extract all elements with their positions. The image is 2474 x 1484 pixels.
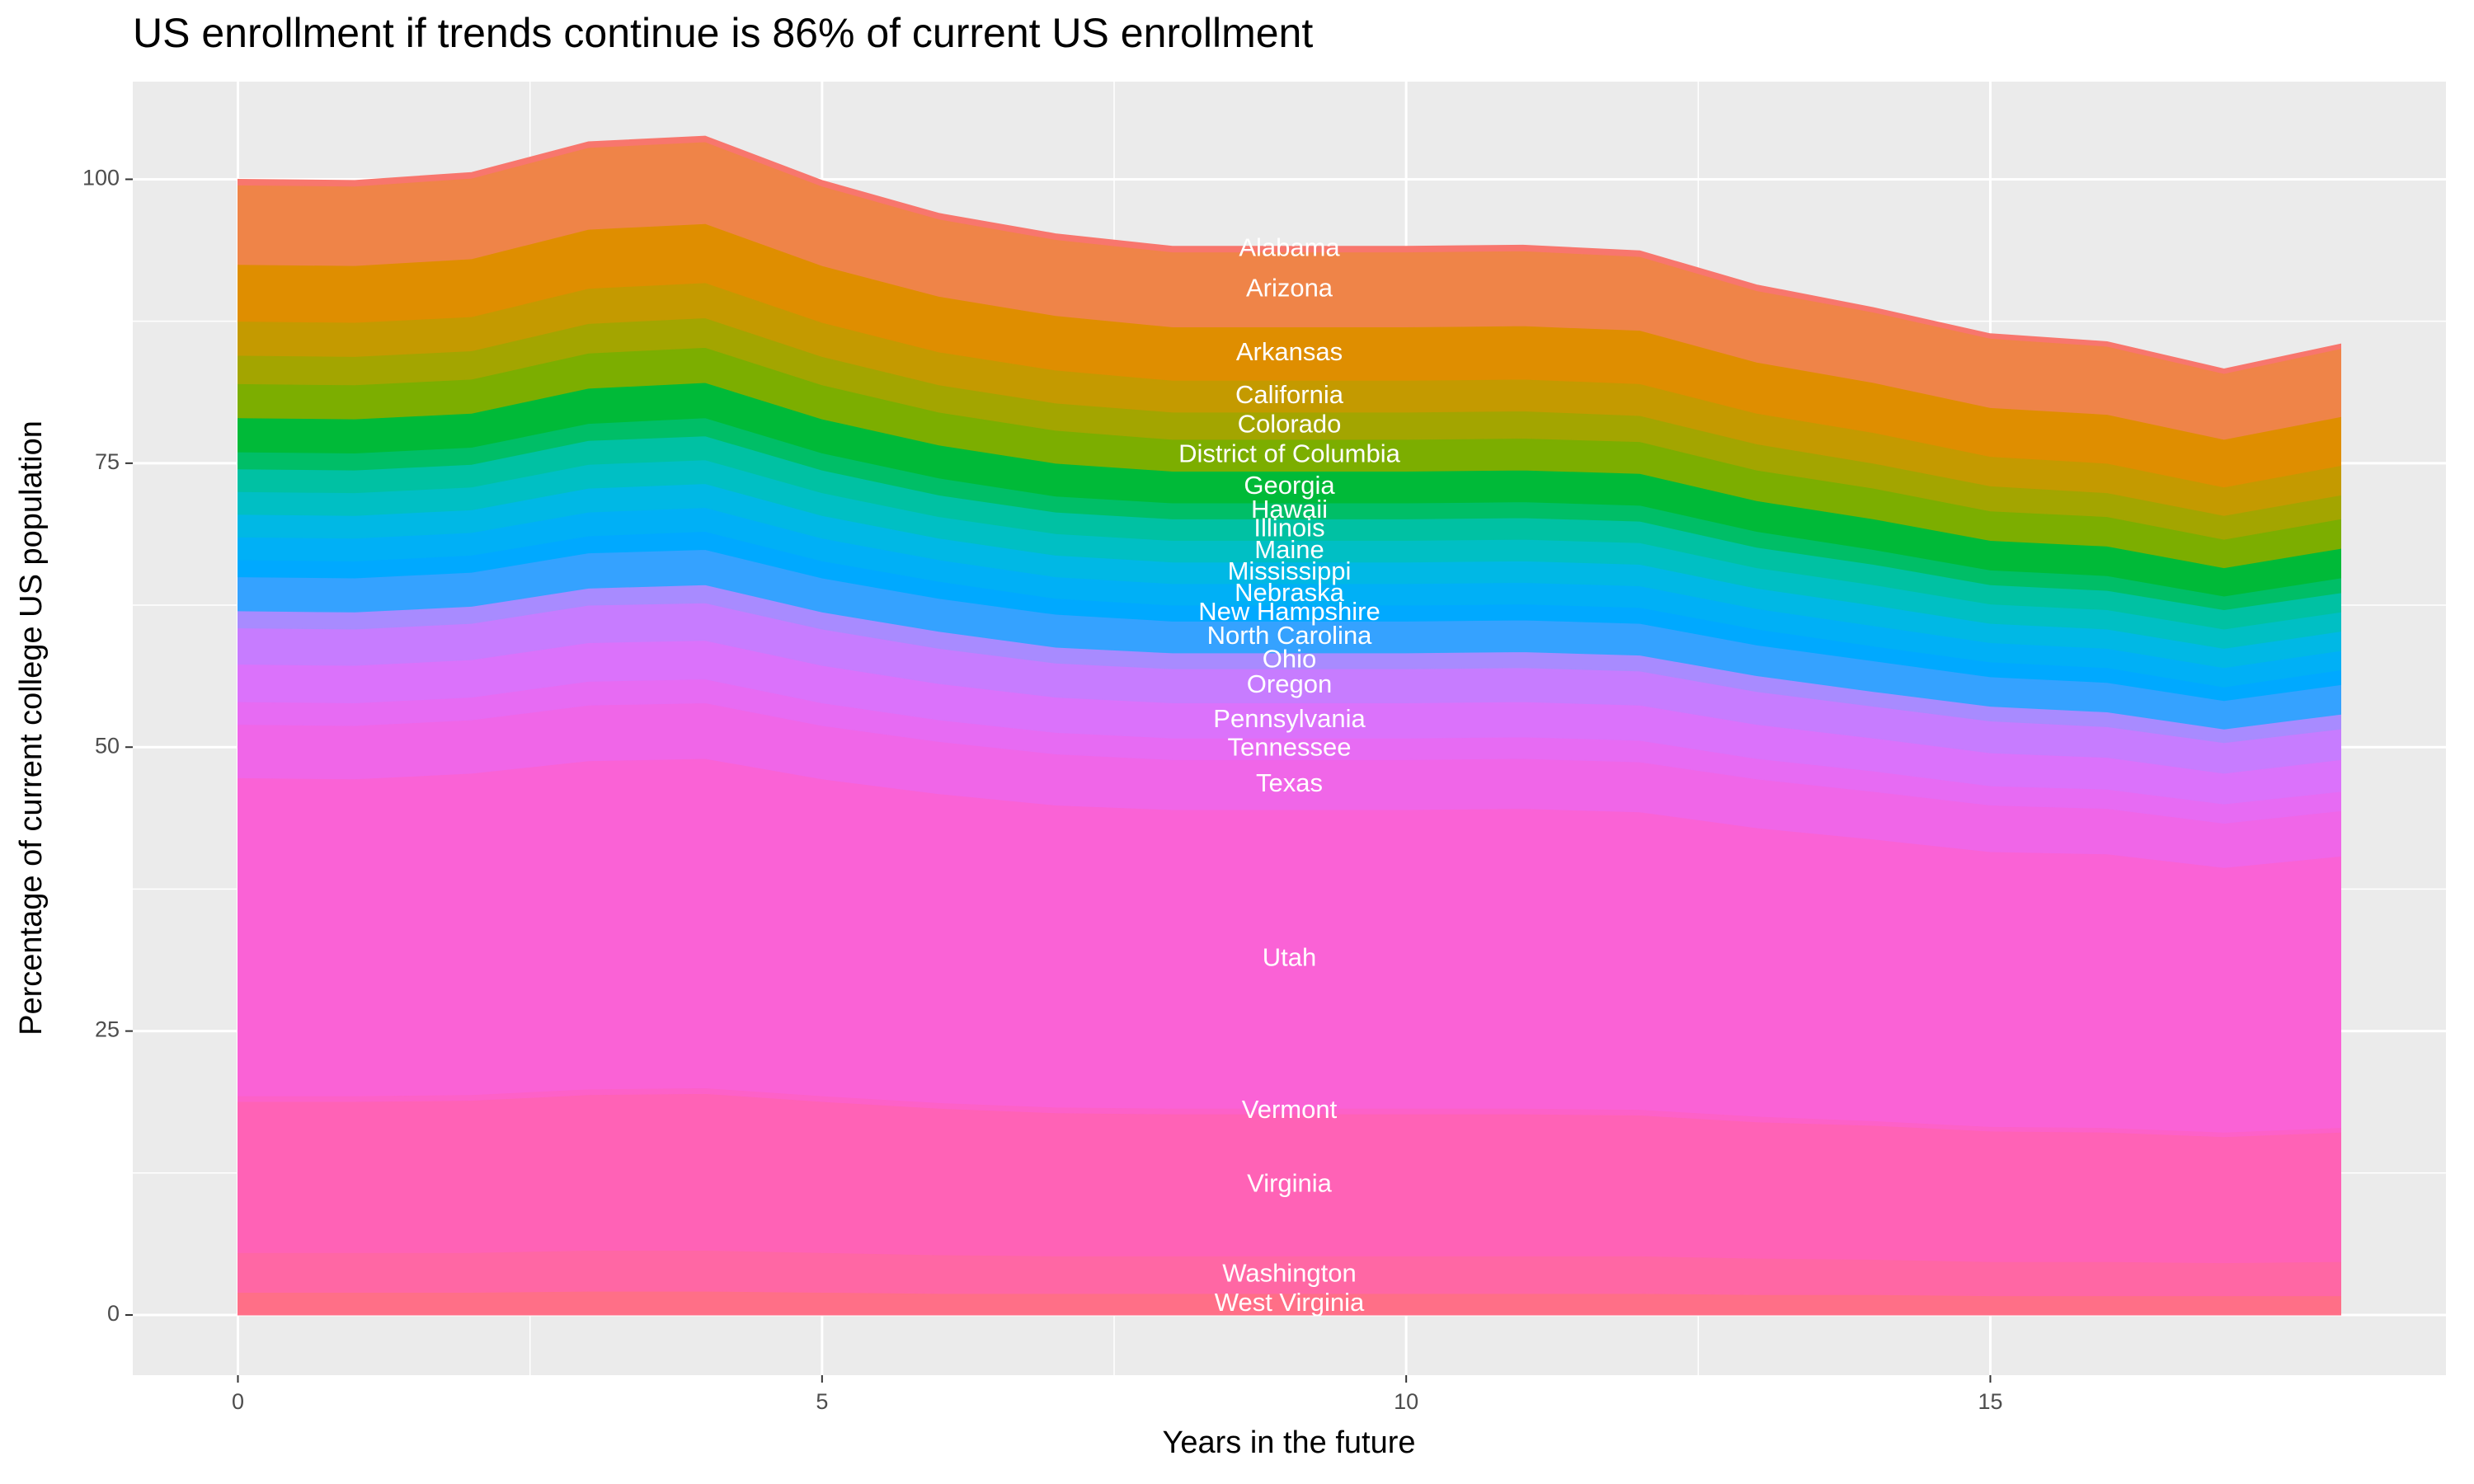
area [238,135,2341,374]
axes: 0 25 50 75 100 0 5 10 15 [82,166,2003,1415]
area-label: Arizona [1246,273,1333,302]
x-axis-title: Years in the future [1162,1425,1415,1460]
area-label: Virginia [1247,1168,1333,1197]
area-label: North Carolina [1207,621,1373,650]
area-label: Texas [1256,768,1323,797]
y-tick-label: 50 [95,733,120,758]
x-tick-label: 0 [232,1389,244,1414]
area-label: District of Columbia [1178,439,1400,467]
area-label: West Virginia [1215,1288,1365,1317]
x-tick-label: 10 [1394,1389,1418,1414]
area-label: Alabama [1239,232,1340,261]
area-label: Hawaii [1251,495,1328,524]
area-label: Nebraska [1235,578,1344,607]
area-label: Georgia [1244,471,1335,500]
area-label: Arkansas [1236,337,1343,366]
areas [238,135,2341,1316]
x-tick-label: 15 [1978,1389,2002,1414]
area-label: Illinois [1253,514,1324,542]
area-label: Maine [1254,535,1324,564]
area-label: Utah [1263,942,1316,971]
area-label: Mississippi [1228,556,1352,585]
x-tick-label: 5 [816,1389,828,1414]
area-label: California [1235,380,1344,409]
y-axis-title: Percentage of current college US populat… [14,420,49,1036]
y-tick-label: 0 [107,1301,120,1326]
area-label: Colorado [1238,410,1342,439]
area-label: Oregon [1247,669,1332,698]
y-tick-label: 75 [95,449,120,474]
y-tick-label: 100 [82,166,120,190]
area-label: Pennsylvania [1213,704,1366,733]
area-label: Ohio [1263,645,1316,674]
area-label: Tennessee [1228,732,1352,761]
y-tick-label: 25 [95,1017,120,1042]
area-label: Washington [1222,1258,1357,1287]
chart-title: US enrollment if trends continue is 86% … [133,10,1313,56]
area-label: New Hampshire [1198,597,1380,626]
area-label: Vermont [1242,1095,1338,1124]
